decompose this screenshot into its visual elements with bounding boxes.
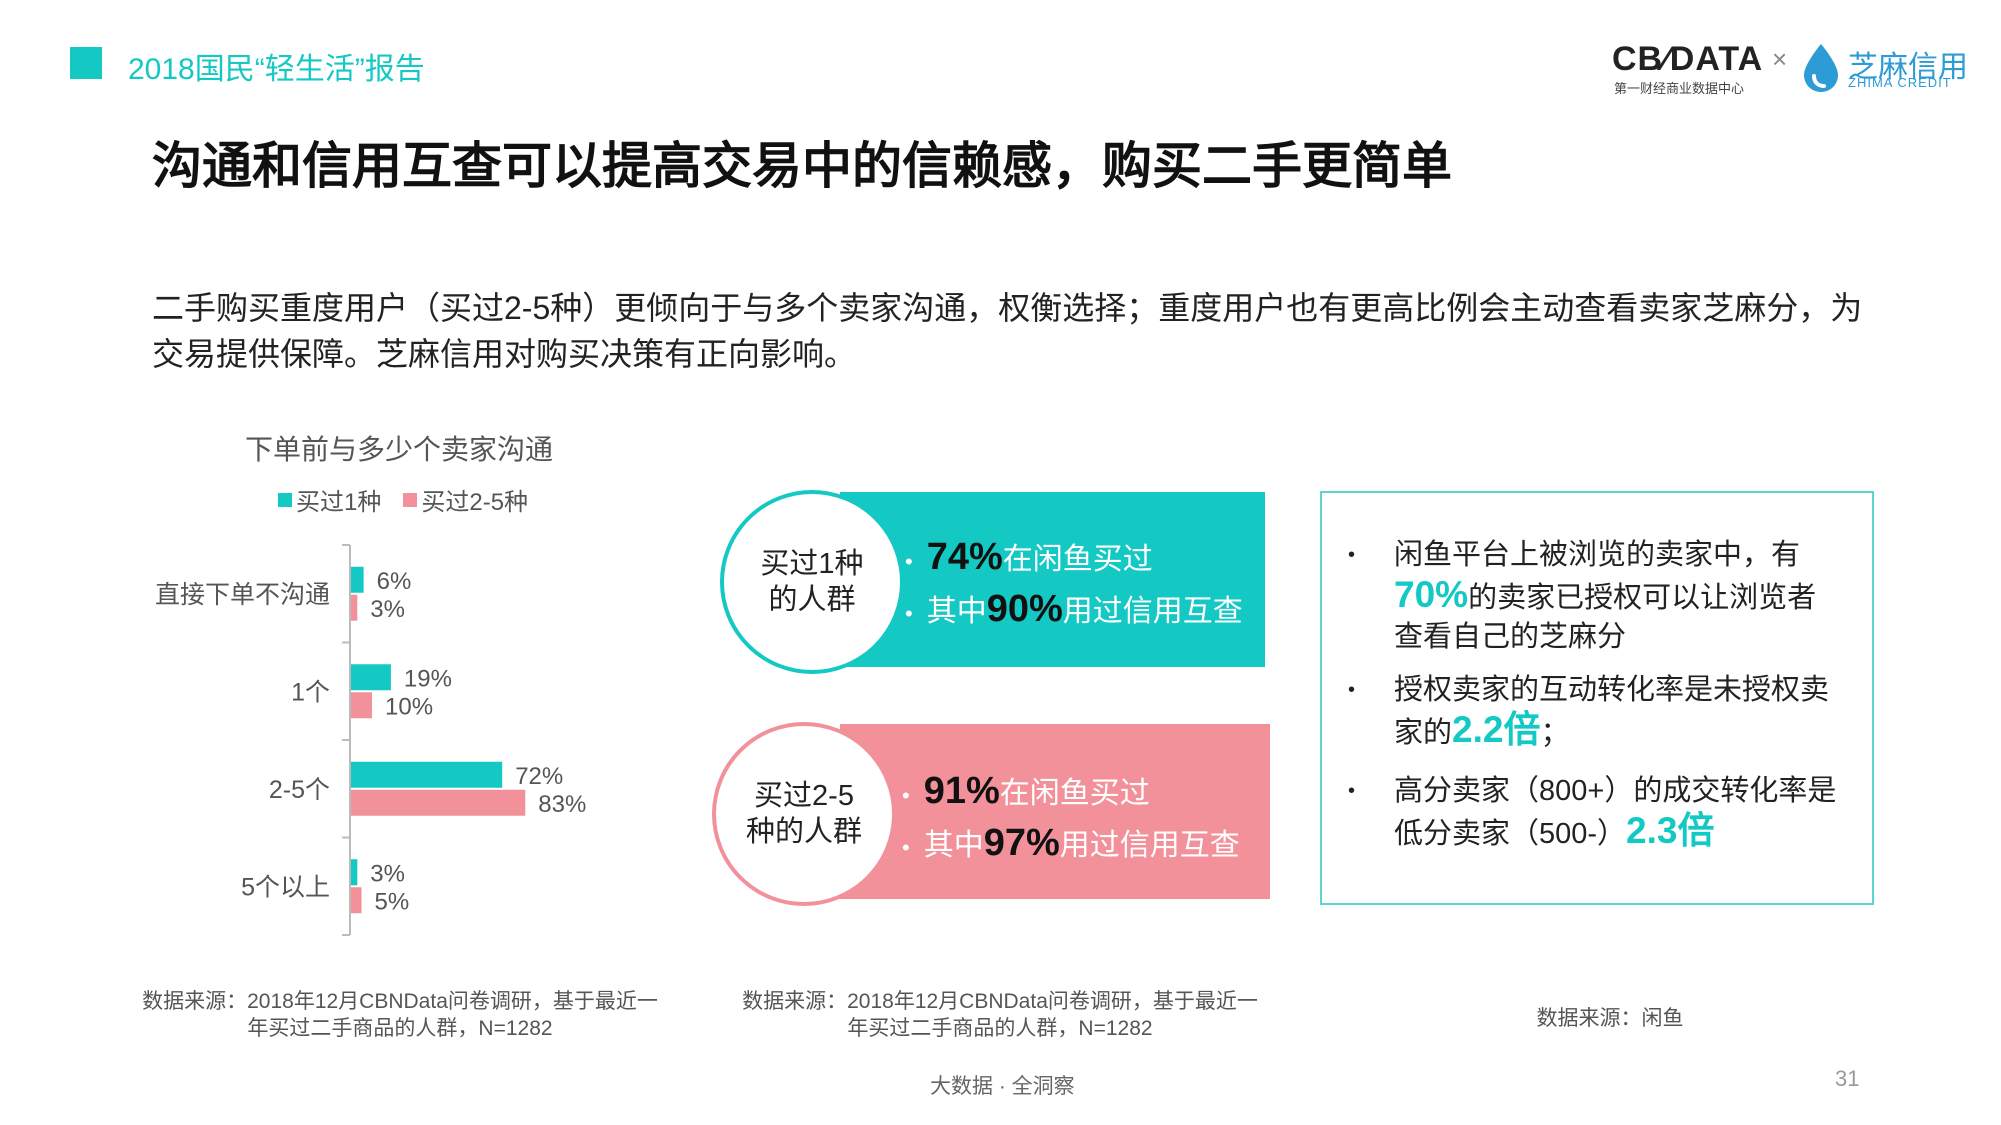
footer-tagline: 大数据 · 全洞察: [930, 1075, 1075, 1098]
legend-label-series-2: 买过2-5种: [421, 489, 529, 516]
group1-circle: 买过1种 的人群: [720, 490, 904, 674]
legend-label-series-1: 买过1种: [296, 489, 382, 516]
group2-circle-line1: 买过2-5: [754, 780, 854, 812]
group1-circle-line1: 买过1种: [760, 548, 864, 580]
bar-2: [351, 594, 358, 621]
zhima-logo-subtitle: ZHIMA CREDIT: [1848, 75, 1952, 90]
data-label: 19%: [404, 665, 452, 692]
logo-separator: ×: [1772, 44, 1788, 74]
info-item-2-text-a: 授权卖家的互动转化率是未授权卖家的: [1394, 674, 1830, 749]
bar-1: [351, 859, 358, 886]
zhima-logo: 芝麻信用: [1848, 51, 1968, 84]
legend-item-series-2: 买过2-5种: [403, 482, 528, 517]
group2-circle: 买过2-5 种的人群: [712, 722, 896, 906]
bar-1: [351, 761, 503, 788]
group1-row2-number: 90%: [986, 588, 1063, 630]
group2-banner: [840, 724, 1270, 899]
legend-item-series-1: 买过1种: [278, 482, 381, 517]
bullet: •: [905, 549, 913, 574]
data-source-1: 数据来源：2018年12月CBNData问卷调研，基于最近一年买过二手商品的人群…: [142, 990, 658, 1040]
group1-banner: [840, 492, 1265, 667]
info-item-2-text-b: ；: [1540, 717, 1570, 749]
header-accent-square: [70, 47, 102, 79]
group2-circle-line2: 种的人群: [745, 816, 862, 848]
bar-1: [351, 566, 364, 593]
group1-row2-prefix: 其中: [926, 595, 987, 628]
data-label: 3%: [370, 596, 405, 623]
page-number: 31: [1835, 1066, 1860, 1091]
data-label: 72%: [515, 763, 563, 790]
info-item-3-highlight: 2.3倍: [1626, 810, 1715, 851]
bar-chart: 直接下单不沟通 6%3%1个 19%10%2-5个 72%83%5个以上 3%5%: [155, 544, 586, 936]
data-source-3: 数据来源：闲鱼: [1536, 1007, 1684, 1030]
category-label: 1个: [291, 678, 330, 706]
group1-row1-number: 74%: [926, 536, 1003, 578]
info-item-3-text-a: 高分卖家（800+）的成交转化率是低分卖家（500-）: [1394, 775, 1837, 850]
group1-row2-text: 用过信用互查: [1062, 595, 1243, 628]
bullet: •: [902, 835, 910, 860]
info-item-2: • 授权卖家的互动转化率是未授权卖家的2.2倍；: [1348, 671, 1844, 753]
info-item-3: • 高分卖家（800+）的成交转化率是低分卖家（500-）2.3倍: [1348, 772, 1844, 854]
info-item-2-highlight: 2.2倍: [1452, 709, 1541, 750]
bullet: •: [1348, 780, 1356, 802]
info-item-1-highlight: 70%: [1394, 574, 1469, 615]
info-box: [1320, 491, 1874, 905]
bullet: •: [905, 601, 913, 626]
bullet: •: [1348, 544, 1356, 566]
data-label: 5%: [375, 888, 410, 915]
group1-row1: • 74% 在闲鱼买过: [905, 534, 1153, 579]
group2-row2: • 其中 97% 用过信用互查: [902, 820, 1240, 865]
legend-swatch-series-2: [403, 492, 418, 507]
info-item-1-text-a: 闲鱼平台上被浏览的卖家中，有: [1394, 539, 1801, 571]
group2-row1-text: 在闲鱼买过: [999, 777, 1150, 810]
category-label: 直接下单不沟通: [155, 581, 330, 609]
group1-row2: • 其中 90% 用过信用互查: [905, 586, 1243, 631]
info-item-1: • 闲鱼平台上被浏览的卖家中，有70%的卖家已授权可以让浏览者查看自己的芝麻分: [1348, 536, 1844, 657]
report-title: 2018国民“轻生活”报告: [128, 53, 425, 86]
bar-2: [351, 789, 526, 816]
bar-2: [351, 692, 372, 719]
group2-row1-number: 91%: [923, 770, 1000, 812]
group2-row2-prefix: 其中: [923, 829, 984, 862]
data-label: 3%: [370, 860, 405, 887]
chart-legend: 买过1种 买过2-5种: [278, 482, 528, 517]
category-label: 5个以上: [241, 873, 330, 901]
bullet: •: [902, 783, 910, 808]
group2-row1: • 91% 在闲鱼买过: [902, 768, 1150, 813]
page-summary: 二手购买重度用户（买过2-5种）更倾向于与多个卖家沟通，权衡选择；重度用户也有更…: [152, 290, 1863, 372]
data-label: 83%: [538, 791, 586, 818]
bar-1: [351, 664, 391, 691]
legend-swatch-series-1: [278, 492, 292, 507]
cbndata-logo-subtitle: 第一财经商业数据中心: [1614, 81, 1745, 96]
info-item-1-text-b: 的卖家已授权可以让浏览者查看自己的芝麻分: [1394, 582, 1817, 653]
page-title: 沟通和信用互查可以提高交易中的信赖感，购买二手更简单: [152, 138, 1452, 194]
bar-2: [351, 887, 362, 914]
group1-circle-line2: 的人群: [768, 584, 856, 616]
chart-title: 下单前与多少个卖家沟通: [245, 434, 554, 465]
data-source-2: 数据来源：2018年12月CBNData问卷调研，基于最近一年买过二手商品的人群…: [742, 990, 1258, 1040]
bullet: •: [1348, 679, 1356, 701]
group2-row2-number: 97%: [983, 822, 1060, 864]
data-label: 10%: [385, 693, 433, 720]
data-label: 6%: [377, 568, 412, 595]
cbndata-logo: CB∕DATA: [1612, 40, 1764, 78]
category-label: 2-5个: [269, 776, 330, 804]
group1-row1-text: 在闲鱼买过: [1002, 543, 1153, 576]
group2-row2-text: 用过信用互查: [1059, 829, 1240, 862]
zhima-drop-icon: [1804, 44, 1838, 92]
